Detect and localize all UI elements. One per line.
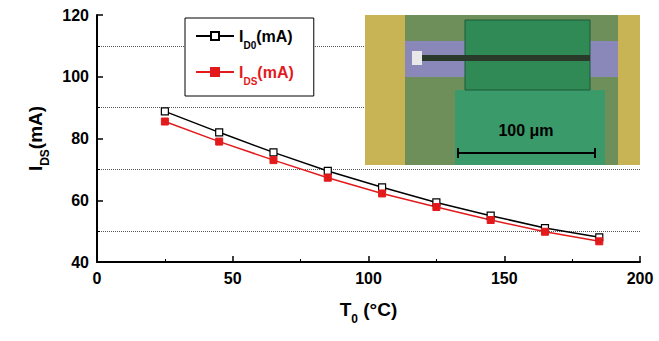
svg-text:DS: DS bbox=[38, 149, 52, 166]
svg-text:I: I bbox=[25, 165, 46, 172]
svg-text:I: I bbox=[239, 27, 244, 45]
svg-text:80: 80 bbox=[71, 130, 89, 147]
svg-text:I: I bbox=[239, 63, 244, 81]
svg-text:40: 40 bbox=[71, 254, 89, 271]
svg-text:60: 60 bbox=[71, 192, 89, 209]
svg-text:0: 0 bbox=[351, 312, 358, 326]
svg-text:0: 0 bbox=[93, 270, 102, 287]
svg-text:(mA): (mA) bbox=[257, 64, 293, 81]
svg-text:50: 50 bbox=[224, 270, 242, 287]
svg-text:150: 150 bbox=[491, 270, 518, 287]
svg-text:DS: DS bbox=[243, 76, 257, 87]
svg-text:100: 100 bbox=[62, 68, 89, 85]
svg-text:100: 100 bbox=[355, 270, 382, 287]
svg-text:D0: D0 bbox=[243, 40, 256, 51]
svg-text:120: 120 bbox=[62, 7, 89, 24]
svg-text:200: 200 bbox=[627, 270, 654, 287]
svg-text:T: T bbox=[340, 299, 352, 320]
svg-text:(mA): (mA) bbox=[256, 28, 292, 45]
svg-text:100 μm: 100 μm bbox=[498, 122, 553, 139]
svg-text:(°C): (°C) bbox=[358, 299, 397, 320]
svg-text:(mA): (mA) bbox=[25, 106, 46, 149]
